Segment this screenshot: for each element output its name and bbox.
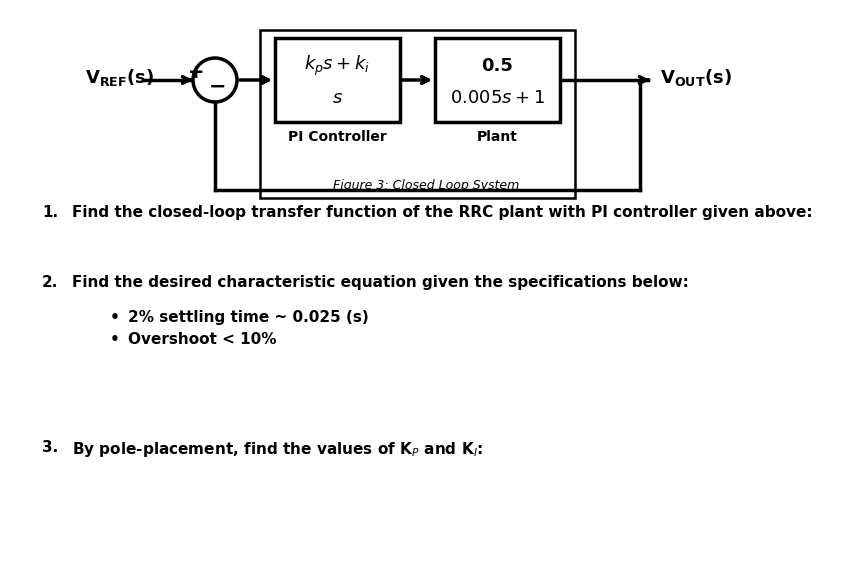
Text: $s$: $s$ (332, 89, 343, 107)
Text: PI Controller: PI Controller (288, 130, 387, 144)
Text: Overshoot < 10%: Overshoot < 10% (128, 332, 277, 347)
Bar (260, 30, 575, 198)
Text: $k_ps + k_i$: $k_ps + k_i$ (304, 54, 371, 78)
Bar (275, 38, 400, 122)
Text: 2% settling time ~ 0.025 (s): 2% settling time ~ 0.025 (s) (128, 310, 369, 325)
Bar (435, 38, 560, 122)
Text: •: • (110, 310, 120, 325)
Text: $\mathbf{V_{OUT}(s)}$: $\mathbf{V_{OUT}(s)}$ (660, 67, 732, 88)
Text: 2.: 2. (42, 275, 59, 290)
Text: 0.5: 0.5 (481, 57, 514, 75)
Text: By pole-placement, find the values of K$_{P}$ and K$_{I}$:: By pole-placement, find the values of K$… (72, 440, 483, 459)
Text: Figure 3: Closed Loop System: Figure 3: Closed Loop System (333, 178, 519, 192)
Text: •: • (110, 332, 120, 347)
Text: 1.: 1. (42, 205, 58, 220)
Text: 3.: 3. (42, 440, 58, 455)
Text: +: + (187, 63, 204, 82)
Text: $\mathbf{V_{REF}(s)}$: $\mathbf{V_{REF}(s)}$ (85, 67, 154, 88)
Text: −: − (210, 77, 227, 97)
Text: Plant: Plant (477, 130, 518, 144)
Text: Find the desired characteristic equation given the specifications below:: Find the desired characteristic equation… (72, 275, 689, 290)
Text: $0.005s + 1$: $0.005s + 1$ (450, 89, 545, 107)
Text: Find the closed-loop transfer function of the RRC plant with PI controller given: Find the closed-loop transfer function o… (72, 205, 813, 220)
